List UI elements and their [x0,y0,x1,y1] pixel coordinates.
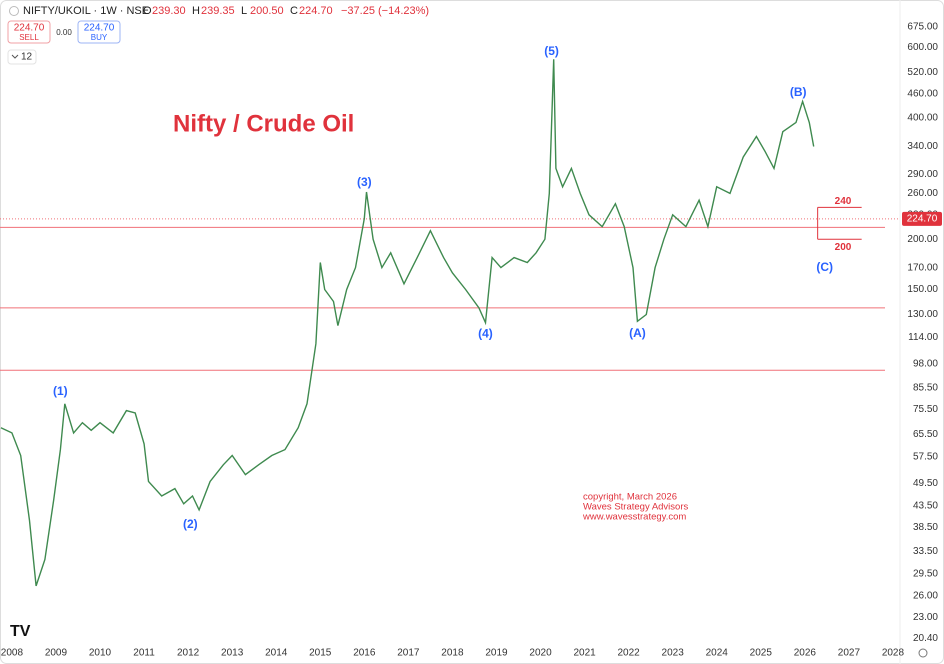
y-tick-label: 130.00 [907,309,938,320]
y-tick-label: 114.00 [908,332,938,343]
settings-icon[interactable] [918,648,928,658]
y-tick-label: 29.50 [913,568,938,579]
copyright: copyright, March 2026 [583,492,677,503]
x-tick-label: 2019 [485,648,508,659]
buy-price: 224.70 [84,23,115,34]
ohlc-value: 239.30 [152,5,186,17]
y-tick-label: 290.00 [907,169,938,180]
x-tick-label: 2024 [706,648,729,659]
x-tick-label: 2013 [221,648,244,659]
x-tick-label: 2027 [838,648,861,659]
x-tick-label: 2012 [177,648,200,659]
chevron [11,54,19,59]
copyright: Waves Strategy Advisors [583,502,688,513]
last-price-badge [902,211,942,226]
sell-price: 224.70 [14,23,45,34]
y-tick-label: 57.50 [913,452,938,463]
x-tick-label: 2023 [662,648,685,659]
x-tick-label: 2015 [309,648,332,659]
price-line [0,59,815,587]
wave-label: (B) [790,85,807,99]
y-tick-label: 98.00 [913,359,938,370]
x-tick-label: 2026 [794,648,817,659]
indicator-count: 12 [21,52,33,63]
ohlc-value: 200.50 [250,5,284,17]
logo: TV [10,623,31,640]
x-tick-label: 2022 [618,648,641,659]
ohlc-value: 239.35 [201,5,235,17]
y-tick-label: 85.50 [913,382,938,393]
x-tick-label: 2021 [573,648,596,659]
x-tick-label: 2028 [882,648,905,659]
x-tick-label: 2009 [45,648,68,659]
target-label: 240 [835,196,852,207]
symbol: NIFTY/UKOIL · 1W · NSE [23,5,149,17]
x-tick-label: 2018 [441,648,464,659]
y-tick-label: 33.50 [913,546,938,557]
x-tick-label: 2017 [397,648,420,659]
y-tick-label: 38.50 [913,522,938,533]
ohlc-label: C [290,5,298,17]
y-tick-label: 43.50 [913,500,938,511]
wave-label: (1) [53,384,68,398]
indicators-toggle[interactable] [7,49,37,65]
y-tick-label: 400.00 [907,113,938,124]
x-tick-label: 2016 [353,648,376,659]
copyright: www.wavesstrategy.com [582,512,686,523]
x-tick-label: 2014 [265,648,288,659]
buy-label: BUY [91,33,108,42]
last-price-label: 224.70 [907,214,938,225]
wave-label: (5) [544,44,559,58]
y-tick-label: 460.00 [907,88,938,99]
ohlc-label: O [143,5,152,17]
spread: 0.00 [56,28,72,37]
y-tick-label: 260.00 [907,188,938,199]
buy-button[interactable] [77,20,121,44]
x-tick-label: 2008 [1,648,24,659]
y-tick-label: 49.50 [913,478,938,489]
wave-label: (4) [478,327,493,341]
y-tick-label: 20.40 [913,633,938,644]
x-tick-label: 2011 [133,648,155,659]
ohlc-value: 224.70 [299,5,333,17]
ohlc-label: L [241,5,247,17]
y-tick-label: 675.00 [907,21,938,32]
x-tick-label: 2020 [529,648,552,659]
sell-button[interactable] [7,20,51,44]
target-label: 200 [835,242,852,253]
wave-label: (2) [183,517,198,531]
y-tick-label: 340.00 [907,141,938,152]
ohlc-label: H [192,5,200,17]
y-tick-label: 600.00 [907,42,938,53]
y-tick-label: 520.00 [907,67,938,78]
y-tick-label: 170.00 [907,262,938,273]
symbol-icon [9,6,19,16]
wave-label: (3) [357,175,372,189]
y-tick-label: 200.00 [907,234,938,245]
change: −37.25 (−14.23%) [341,5,429,17]
x-tick-label: 2010 [89,648,112,659]
wave-label: (C) [816,260,833,274]
ohlc: O 239.30 H 239.35 L 200.50 C 224.70 −37.25 (−14.… [143,5,429,17]
chart-title: Nifty / Crude Oil [173,110,354,137]
y-tick-label: 65.50 [913,429,938,440]
y-tick-label: 23.00 [913,612,938,623]
y-tick-label: 75.50 [913,404,938,415]
wave-label: (A) [629,326,646,340]
x-tick-label: 2025 [750,648,773,659]
y-tick-label: 150.00 [907,284,938,295]
sell-label: SELL [19,33,39,42]
y-tick-label: 26.00 [913,590,938,601]
